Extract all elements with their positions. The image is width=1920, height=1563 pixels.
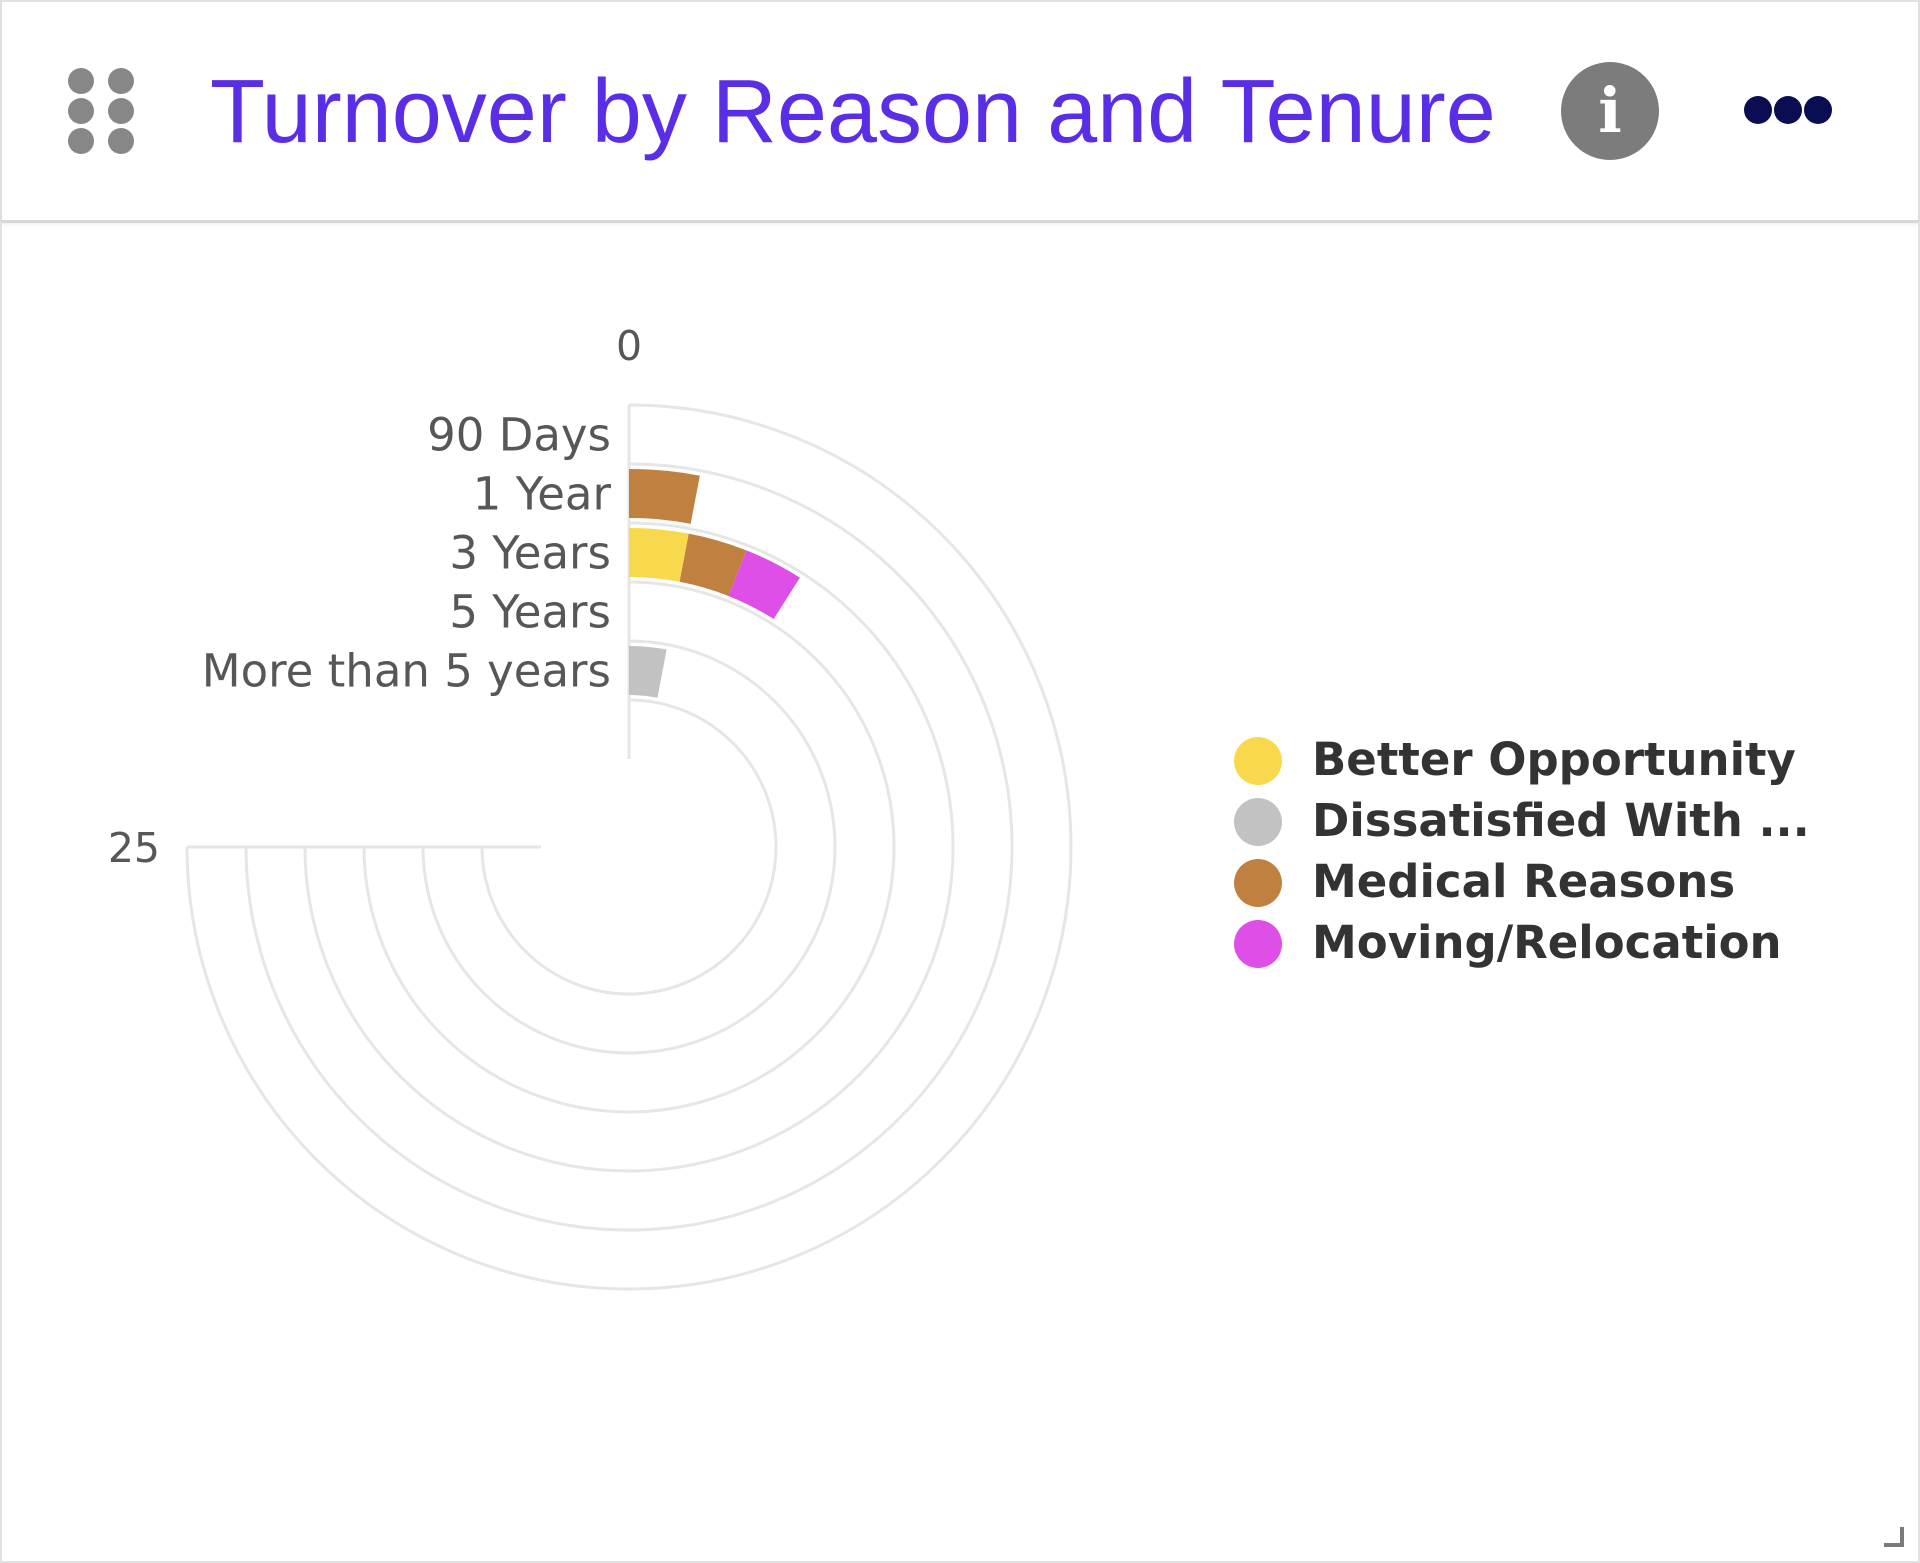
legend-label: Moving/Relocation: [1312, 916, 1782, 969]
bar-segment: [629, 646, 667, 698]
legend-swatch: [1234, 737, 1282, 785]
widget-title: Turnover by Reason and Tenure: [210, 62, 1496, 162]
grid-ring: [421, 639, 837, 1055]
bar-segment: [629, 469, 700, 524]
legend-label: Dissatisfied With ...: [1312, 794, 1810, 847]
grid-ring: [480, 698, 778, 996]
category-label: 1 Year: [473, 468, 612, 521]
category-label: 90 Days: [427, 409, 611, 462]
legend-label: Better Opportunity: [1312, 733, 1796, 786]
legend-swatch: [1234, 859, 1282, 907]
category-label: 3 Years: [449, 527, 611, 580]
category-label: 5 Years: [449, 586, 611, 639]
axis-tick-label: 25: [108, 824, 160, 872]
legend-swatch: [1234, 798, 1282, 846]
grid-ring: [185, 403, 1073, 1291]
bar-segment: [679, 533, 747, 596]
category-label: More than 5 years: [202, 645, 611, 698]
info-icon[interactable]: i: [1561, 62, 1659, 160]
resize-handle-icon[interactable]: [1884, 1527, 1904, 1547]
grid-ring: [303, 521, 955, 1173]
more-horizontal-icon[interactable]: [1740, 90, 1836, 130]
grid-ring: [362, 580, 896, 1114]
grid-ring: [244, 462, 1014, 1232]
widget-header: Turnover by Reason and Tenure i: [2, 2, 1918, 223]
bar-segment: [629, 528, 689, 582]
axis-tick-label: 0: [616, 322, 642, 370]
legend-label: Medical Reasons: [1312, 855, 1736, 908]
bar-segment: [728, 550, 800, 620]
grip-dots-icon[interactable]: [64, 64, 140, 160]
legend-swatch: [1234, 920, 1282, 968]
